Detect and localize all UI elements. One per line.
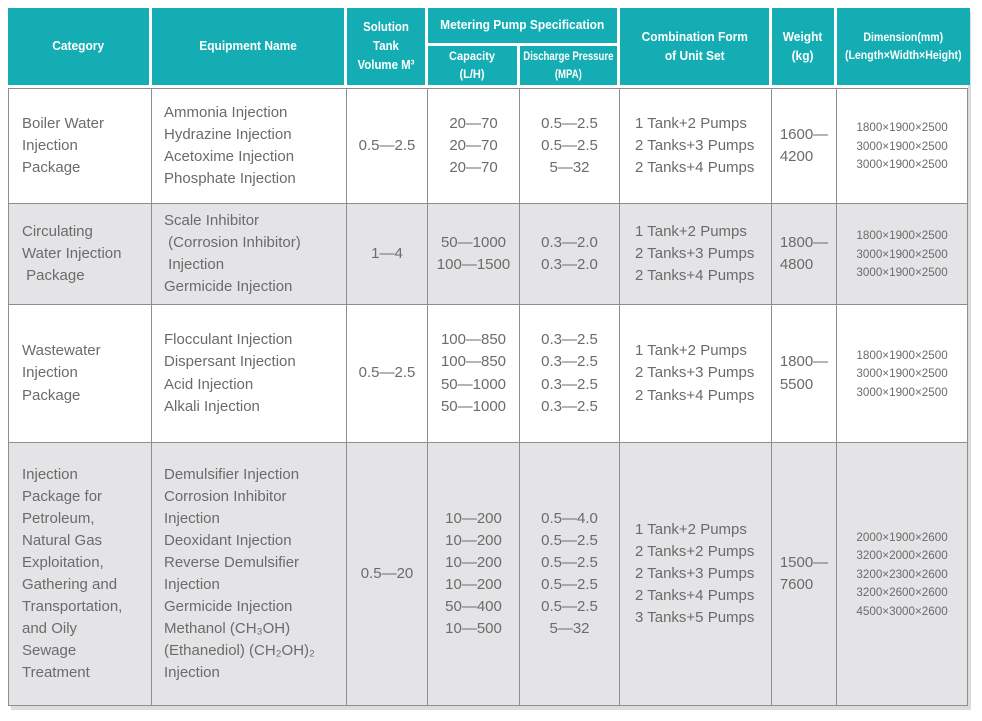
table-row-circulating-water: Circulating Water Injection Package Scal… (9, 204, 967, 305)
weight-text: 1800— 4800 (779, 233, 829, 273)
combination-text: 1 Tank+2 Pumps 2 Tanks+3 Pumps 2 Tanks+4… (635, 342, 755, 404)
cell-dimension: 2000×1900×2600 3200×2000×2600 3200×2300×… (837, 443, 967, 705)
dimension-text: 1800×1900×2500 3000×1900×2500 3000×1900×… (856, 228, 948, 280)
equipment-text: Ammonia Injection Hydrazine Injection Ac… (164, 103, 296, 188)
cell-capacity: 100—850 100—850 50—1000 50—1000 (428, 305, 520, 442)
capacity-text: 10—200 10—200 10—200 10—200 50—400 10—50… (445, 509, 502, 638)
cell-weight: 1800— 5500 (772, 305, 837, 442)
cell-tank-volume: 0.5—2.5 (347, 89, 428, 203)
header-weight-label: Weight (kg) (783, 28, 823, 63)
capacity-text: 50—1000 100—1500 (436, 233, 511, 273)
header-discharge-pressure-label: Discharge Pressure (523, 49, 614, 64)
header-dimension: Dimension(mm) (Length×Width×Height) (837, 8, 970, 85)
cell-combination: 1 Tank+2 Pumps 2 Tanks+3 Pumps 2 Tanks+4… (620, 89, 772, 203)
cell-dimension: 1800×1900×2500 3000×1900×2500 3000×1900×… (837, 204, 967, 304)
pressure-text: 0.3—2.5 0.3—2.5 0.3—2.5 0.3—2.5 (541, 331, 598, 415)
combination-text: 1 Tank+2 Pumps 2 Tanks+2 Pumps 2 Tanks+3… (635, 520, 755, 627)
tank-volume-text: 1—4 (371, 244, 403, 262)
cell-pressure: 0.3—2.0 0.3—2.0 (520, 204, 620, 304)
table-row-boiler-water: Boiler Water Injection Package Ammonia I… (9, 89, 967, 204)
header-combination-form: Combination Form of Unit Set (620, 8, 772, 85)
cell-category: Injection Package for Petroleum, Natural… (9, 443, 152, 705)
cell-tank-volume: 0.5—20 (347, 443, 428, 705)
header-equipment-name: Equipment Name (152, 8, 347, 85)
header-capacity: Capacity (L/H) (428, 46, 520, 85)
dimension-text: 1800×1900×2500 3000×1900×2500 3000×1900×… (856, 347, 948, 399)
header-equipment-name-label: Equipment Name (199, 38, 297, 54)
category-text: Wastewater Injection Package (22, 342, 101, 404)
cell-capacity: 50—1000 100—1500 (428, 204, 520, 304)
pressure-text: 0.3—2.0 0.3—2.0 (541, 233, 598, 273)
cell-weight: 1800— 4800 (772, 204, 837, 304)
header-dimension-label: Dimension(mm) (Length×Width×Height) (844, 30, 962, 62)
capacity-text: 100—850 100—850 50—1000 50—1000 (440, 331, 507, 415)
table-body: Boiler Water Injection Package Ammonia I… (8, 88, 968, 706)
capacity-text: 20—70 20—70 20—70 (449, 114, 498, 177)
cell-equipment: Ammonia Injection Hydrazine Injection Ac… (152, 89, 347, 203)
cell-capacity: 20—70 20—70 20—70 (428, 89, 520, 203)
cell-equipment: Scale Inhibitor (Corrosion Inhibitor) In… (152, 204, 347, 304)
category-text: Boiler Water Injection Package (22, 114, 104, 177)
cell-tank-volume: 0.5—2.5 (347, 305, 428, 442)
category-text: Circulating Water Injection Package (22, 222, 122, 285)
table-row-wastewater: Wastewater Injection Package Flocculant … (9, 305, 967, 443)
weight-text: 1500— 7600 (779, 553, 829, 593)
header-solution-tank-volume: Solution Tank Volume M³ (347, 8, 428, 85)
header-category: Category (8, 8, 152, 85)
combination-text: 1 Tank+2 Pumps 2 Tanks+3 Pumps 2 Tanks+4… (635, 222, 755, 285)
pressure-text: 0.5—2.5 0.5—2.5 5—32 (541, 114, 598, 177)
cell-category: Wastewater Injection Package (9, 305, 152, 442)
weight-text: 1800— 5500 (779, 353, 829, 393)
pressure-text: 0.5—4.0 0.5—2.5 0.5—2.5 0.5—2.5 0.5—2.5 … (541, 509, 598, 638)
weight-text: 1600— 4200 (779, 125, 829, 165)
cell-tank-volume: 1—4 (347, 204, 428, 304)
table-header: Category Equipment Name Solution Tank Vo… (8, 8, 970, 85)
header-metering-pump-specification: Metering Pump Specification (428, 8, 620, 43)
combination-text: 1 Tank+2 Pumps 2 Tanks+3 Pumps 2 Tanks+4… (635, 114, 755, 177)
cell-weight: 1600— 4200 (772, 89, 837, 203)
cell-category: Circulating Water Injection Package (9, 204, 152, 304)
header-metering-pump-specification-label: Metering Pump Specification (440, 17, 605, 33)
cell-pressure: 0.5—2.5 0.5—2.5 5—32 (520, 89, 620, 203)
header-capacity-label: Capacity (L/H) (449, 49, 496, 81)
equipment-spec-table: Category Equipment Name Solution Tank Vo… (8, 8, 970, 706)
cell-pressure: 0.3—2.5 0.3—2.5 0.3—2.5 0.3—2.5 (520, 305, 620, 442)
header-combination-form-label: Combination Form of Unit Set (641, 28, 748, 63)
tank-volume-text: 0.5—2.5 (358, 364, 416, 382)
header-weight: Weight (kg) (772, 8, 837, 85)
cell-weight: 1500— 7600 (772, 443, 837, 705)
equipment-text: Scale Inhibitor (Corrosion Inhibitor) In… (164, 211, 301, 296)
header-discharge-pressure: Discharge Pressure (MPA) (520, 46, 620, 85)
equipment-text: Flocculant Injection Dispersant Injectio… (164, 331, 296, 415)
cell-dimension: 1800×1900×2500 3000×1900×2500 3000×1900×… (837, 89, 967, 203)
equipment-text: Demulsifier Injection Corrosion Inhibito… (164, 465, 315, 682)
cell-category: Boiler Water Injection Package (9, 89, 152, 203)
dimension-text: 2000×1900×2600 3200×2000×2600 3200×2300×… (856, 529, 948, 618)
cell-combination: 1 Tank+2 Pumps 2 Tanks+2 Pumps 2 Tanks+3… (620, 443, 772, 705)
tank-volume-text: 0.5—2.5 (358, 136, 416, 154)
cell-equipment: Demulsifier Injection Corrosion Inhibito… (152, 443, 347, 705)
cell-combination: 1 Tank+2 Pumps 2 Tanks+3 Pumps 2 Tanks+4… (620, 305, 772, 442)
cell-equipment: Flocculant Injection Dispersant Injectio… (152, 305, 347, 442)
table-row-petroleum-injection: Injection Package for Petroleum, Natural… (9, 443, 967, 705)
header-solution-tank-volume-label: Solution Tank Volume M³ (357, 19, 415, 72)
cell-dimension: 1800×1900×2500 3000×1900×2500 3000×1900×… (837, 305, 967, 442)
cell-combination: 1 Tank+2 Pumps 2 Tanks+3 Pumps 2 Tanks+4… (620, 204, 772, 304)
category-text: Injection Package for Petroleum, Natural… (22, 465, 123, 682)
header-discharge-pressure-unit: (MPA) (554, 66, 583, 81)
header-category-label: Category (52, 38, 105, 54)
tank-volume-text: 0.5—20 (360, 564, 414, 582)
cell-capacity: 10—200 10—200 10—200 10—200 50—400 10—50… (428, 443, 520, 705)
cell-pressure: 0.5—4.0 0.5—2.5 0.5—2.5 0.5—2.5 0.5—2.5 … (520, 443, 620, 705)
dimension-text: 1800×1900×2500 3000×1900×2500 3000×1900×… (856, 120, 948, 172)
